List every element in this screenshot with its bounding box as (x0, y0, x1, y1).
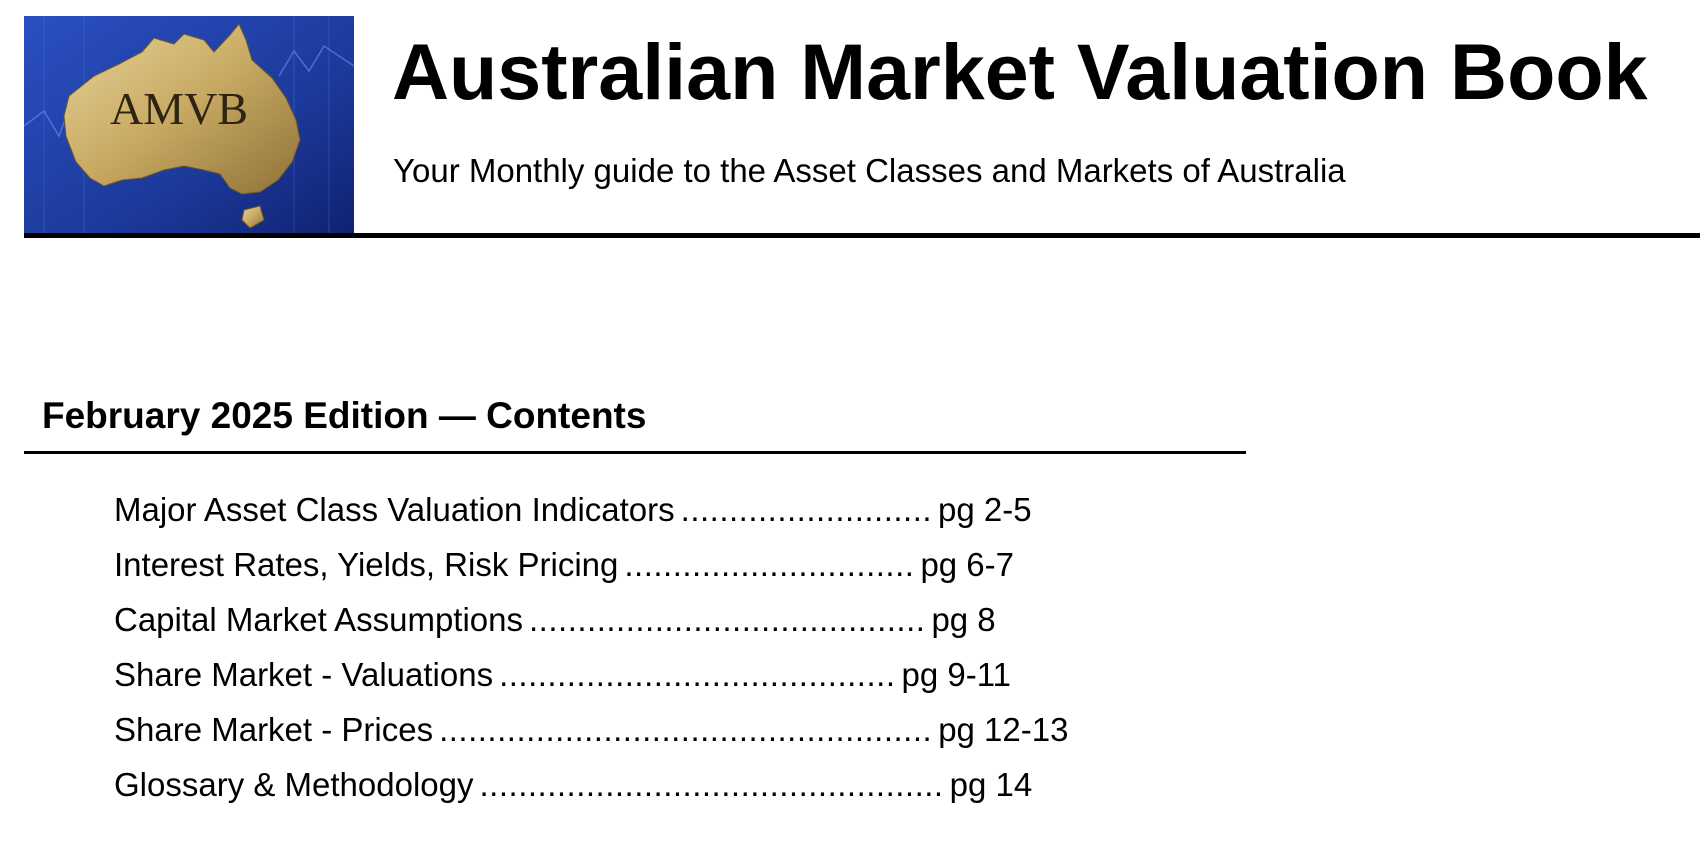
toc-item-leader: ........................................… (439, 710, 933, 748)
toc-item-leader: .............................. (624, 545, 915, 583)
toc-item-title: Share Market - Valuations (114, 655, 494, 693)
toc-item-page: pg 14 (949, 765, 1033, 803)
toc-item-title: Share Market - Prices (114, 710, 434, 748)
toc-item-leader: ........................................… (499, 655, 896, 693)
contents-heading: February 2025 Edition — Contents (42, 395, 647, 436)
header-divider (24, 233, 1700, 238)
table-of-contents: Major Asset Class Valuation Indicators .… (114, 482, 1068, 812)
toc-item-capital-market[interactable]: Capital Market Assumptions .............… (114, 592, 1068, 647)
page-title: Australian Market Valuation Book (392, 27, 1648, 116)
toc-item-page: pg 2-5 (938, 490, 1032, 528)
toc-item-share-valuations[interactable]: Share Market - Valuations ..............… (114, 647, 1068, 702)
toc-item-major-asset-class[interactable]: Major Asset Class Valuation Indicators .… (114, 482, 1068, 537)
toc-item-page: pg 6-7 (920, 545, 1015, 583)
toc-item-page: pg 12-13 (938, 710, 1069, 748)
contents-divider (24, 451, 1246, 454)
toc-item-page: pg 8 (931, 600, 996, 638)
australia-map-logo: AMVB (24, 16, 354, 236)
toc-item-title: Glossary & Methodology (114, 765, 474, 803)
toc-item-leader: ........................................… (529, 600, 926, 638)
toc-item-leader: ........................................… (479, 765, 944, 803)
toc-item-share-prices[interactable]: Share Market - Prices ..................… (114, 702, 1068, 757)
toc-item-title: Capital Market Assumptions (114, 600, 524, 638)
logo-text: AMVB (110, 83, 248, 134)
page-subtitle: Your Monthly guide to the Asset Classes … (393, 152, 1346, 189)
toc-item-glossary[interactable]: Glossary & Methodology .................… (114, 757, 1068, 812)
toc-item-page: pg 9-11 (901, 655, 1011, 693)
toc-item-leader: .......................... (680, 490, 933, 528)
amvb-logo: AMVB (24, 16, 354, 236)
toc-item-title: Interest Rates, Yields, Risk Pricing (114, 545, 619, 583)
toc-item-title: Major Asset Class Valuation Indicators (114, 490, 675, 528)
toc-item-interest-rates[interactable]: Interest Rates, Yields, Risk Pricing ...… (114, 537, 1068, 592)
